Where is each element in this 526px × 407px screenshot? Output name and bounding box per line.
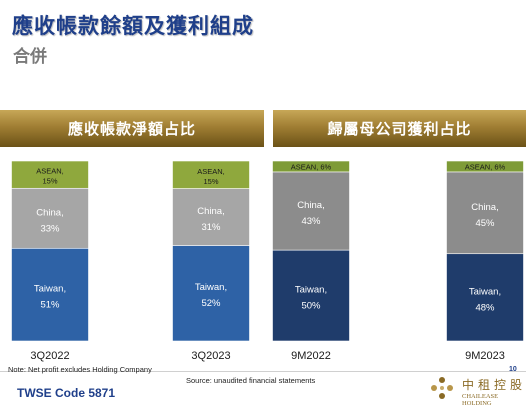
bar-label-china: China,: [197, 206, 224, 217]
ticker-code: TWSE Code 5871: [17, 386, 116, 400]
bar-label-taiwan: Taiwan,: [34, 284, 66, 295]
bar-label-taiwan: Taiwan,: [195, 282, 227, 293]
category-label: 3Q2022: [30, 350, 69, 362]
footnote: Note: Net profit excludes Holding Compan…: [8, 365, 152, 374]
logo-chinese-name: 中租控股: [462, 378, 526, 392]
bar-value-taiwan: 51%: [40, 300, 60, 311]
bar-value-taiwan: 52%: [201, 298, 221, 309]
bar-value-taiwan: 48%: [475, 302, 495, 313]
footer-divider: [0, 371, 526, 372]
chailease-logo-icon: [431, 377, 453, 399]
bar-segment-china: [446, 171, 524, 255]
category-label: 9M2023: [465, 350, 505, 362]
bar-value-asean: 15%: [203, 177, 218, 186]
chart-title-receivables: 應收帳款淨額占比: [0, 110, 264, 147]
bar-value-china: 33%: [40, 223, 60, 234]
chart-title-profit: 歸屬母公司獲利占比: [273, 110, 526, 147]
category-label: 3Q2023: [191, 350, 230, 362]
bar-segment-taiwan: [272, 249, 350, 342]
bar-label-taiwan: Taiwan,: [295, 285, 327, 296]
bar-segment-taiwan: [11, 247, 89, 342]
bar-segment-asean: [272, 160, 350, 173]
bar-label-asean: ASEAN,: [36, 167, 64, 176]
source-note: Source: unaudited financial statements: [186, 376, 316, 385]
bar-segment-asean: [172, 160, 250, 189]
bar-segment-china: [11, 187, 89, 249]
bar-value-taiwan: 50%: [301, 301, 321, 312]
category-label: 9M2022: [291, 350, 331, 362]
bar-segment-taiwan: [446, 253, 524, 342]
bar-value-china: 31%: [201, 222, 221, 233]
stacked-bar-charts: Taiwan,51%China,33%ASEAN,15%3Q2022Taiwan…: [11, 160, 524, 362]
bar-segment-asean: [11, 160, 89, 189]
bar-label-asean: ASEAN, 6%: [291, 162, 332, 171]
bar-label-asean: ASEAN, 6%: [465, 162, 506, 171]
bar-value-china: 45%: [475, 218, 495, 229]
bar-label-china: China,: [471, 202, 498, 213]
bar-label-china: China,: [297, 200, 324, 211]
page-subtitle: 合併: [13, 47, 47, 67]
bar-label-china: China,: [36, 207, 63, 218]
bar-value-asean: 15%: [42, 177, 57, 186]
bar-segment-china: [172, 188, 250, 246]
bar-label-asean: ASEAN,: [197, 167, 225, 176]
bar-segment-asean: [446, 160, 524, 173]
bar-label-taiwan: Taiwan,: [469, 286, 501, 297]
bar-segment-taiwan: [172, 245, 250, 342]
logo-english-name: CHAILEASE HOLDING: [462, 393, 499, 407]
bar-value-china: 43%: [301, 216, 321, 227]
page-title: 應收帳款餘額及獲利組成: [12, 14, 254, 38]
company-logo: 中租控股 CHAILEASE HOLDING: [428, 374, 526, 407]
page-number: 10: [509, 366, 517, 373]
bar-segment-china: [272, 171, 350, 251]
